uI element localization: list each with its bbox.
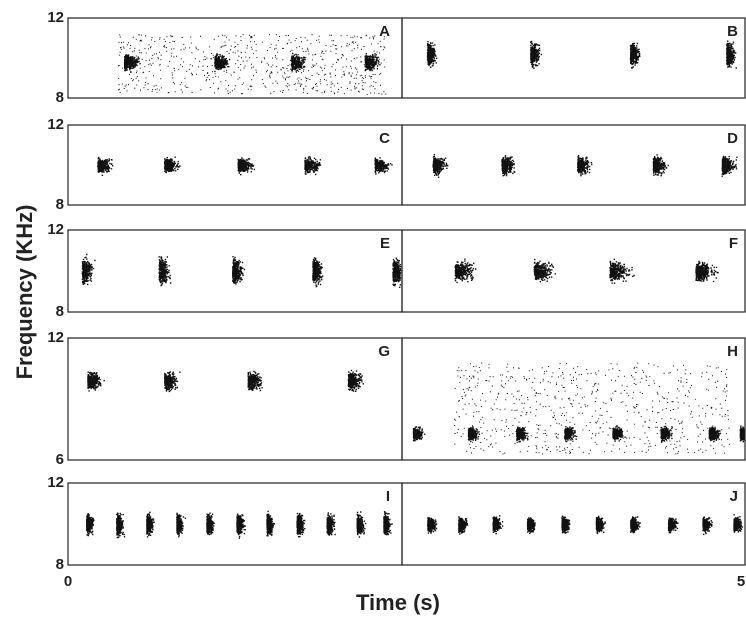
spectrogram xyxy=(455,259,719,284)
panel-letter: H xyxy=(727,343,738,360)
spectrogram xyxy=(433,154,738,178)
panel-frame xyxy=(402,230,745,312)
panel-frame xyxy=(68,125,402,205)
spectrogram xyxy=(82,254,402,288)
panel-letter: I xyxy=(386,488,390,505)
y-axis-title: Frequency (KHz) xyxy=(12,205,37,380)
x-axis-title: Time (s) xyxy=(356,590,440,615)
y-tick-label: 12 xyxy=(47,474,64,491)
y-tick-label: 12 xyxy=(47,116,64,133)
x-tick-label: 0 xyxy=(64,573,72,590)
panel-letter: D xyxy=(727,130,738,147)
panel-letter: A xyxy=(379,23,390,40)
spectrogram xyxy=(413,363,746,455)
y-tick-label: 8 xyxy=(56,556,64,573)
panel-frame xyxy=(402,18,745,98)
y-tick-label: 8 xyxy=(56,196,64,213)
panel-letter: J xyxy=(730,488,738,505)
panel-frame xyxy=(402,125,745,205)
y-tick-label: 12 xyxy=(47,329,64,346)
x-tick-label: 5 xyxy=(737,573,745,590)
panel-frame xyxy=(68,338,402,460)
y-tick-label: 12 xyxy=(47,221,64,238)
spectrogram xyxy=(118,34,386,95)
panel-frame xyxy=(402,483,745,565)
spectrogram xyxy=(87,370,364,392)
y-tick-label: 6 xyxy=(56,451,64,468)
spectrogram xyxy=(97,156,393,176)
panel-letter: F xyxy=(729,235,738,252)
panel-letter: E xyxy=(380,235,390,252)
spectrogram xyxy=(86,511,393,539)
panel-letter: C xyxy=(379,130,390,147)
spectrogram xyxy=(427,41,737,69)
spectrogram xyxy=(427,514,743,535)
y-tick-label: 8 xyxy=(56,303,64,320)
y-tick-label: 8 xyxy=(56,89,64,106)
panel-letter: B xyxy=(727,23,738,40)
panel-letter: G xyxy=(378,343,390,360)
figure: Frequency (KHz) Time (s) 0 5 12 8 A B 12 8 C D 1… xyxy=(0,0,746,619)
y-tick-label: 12 xyxy=(47,9,64,26)
